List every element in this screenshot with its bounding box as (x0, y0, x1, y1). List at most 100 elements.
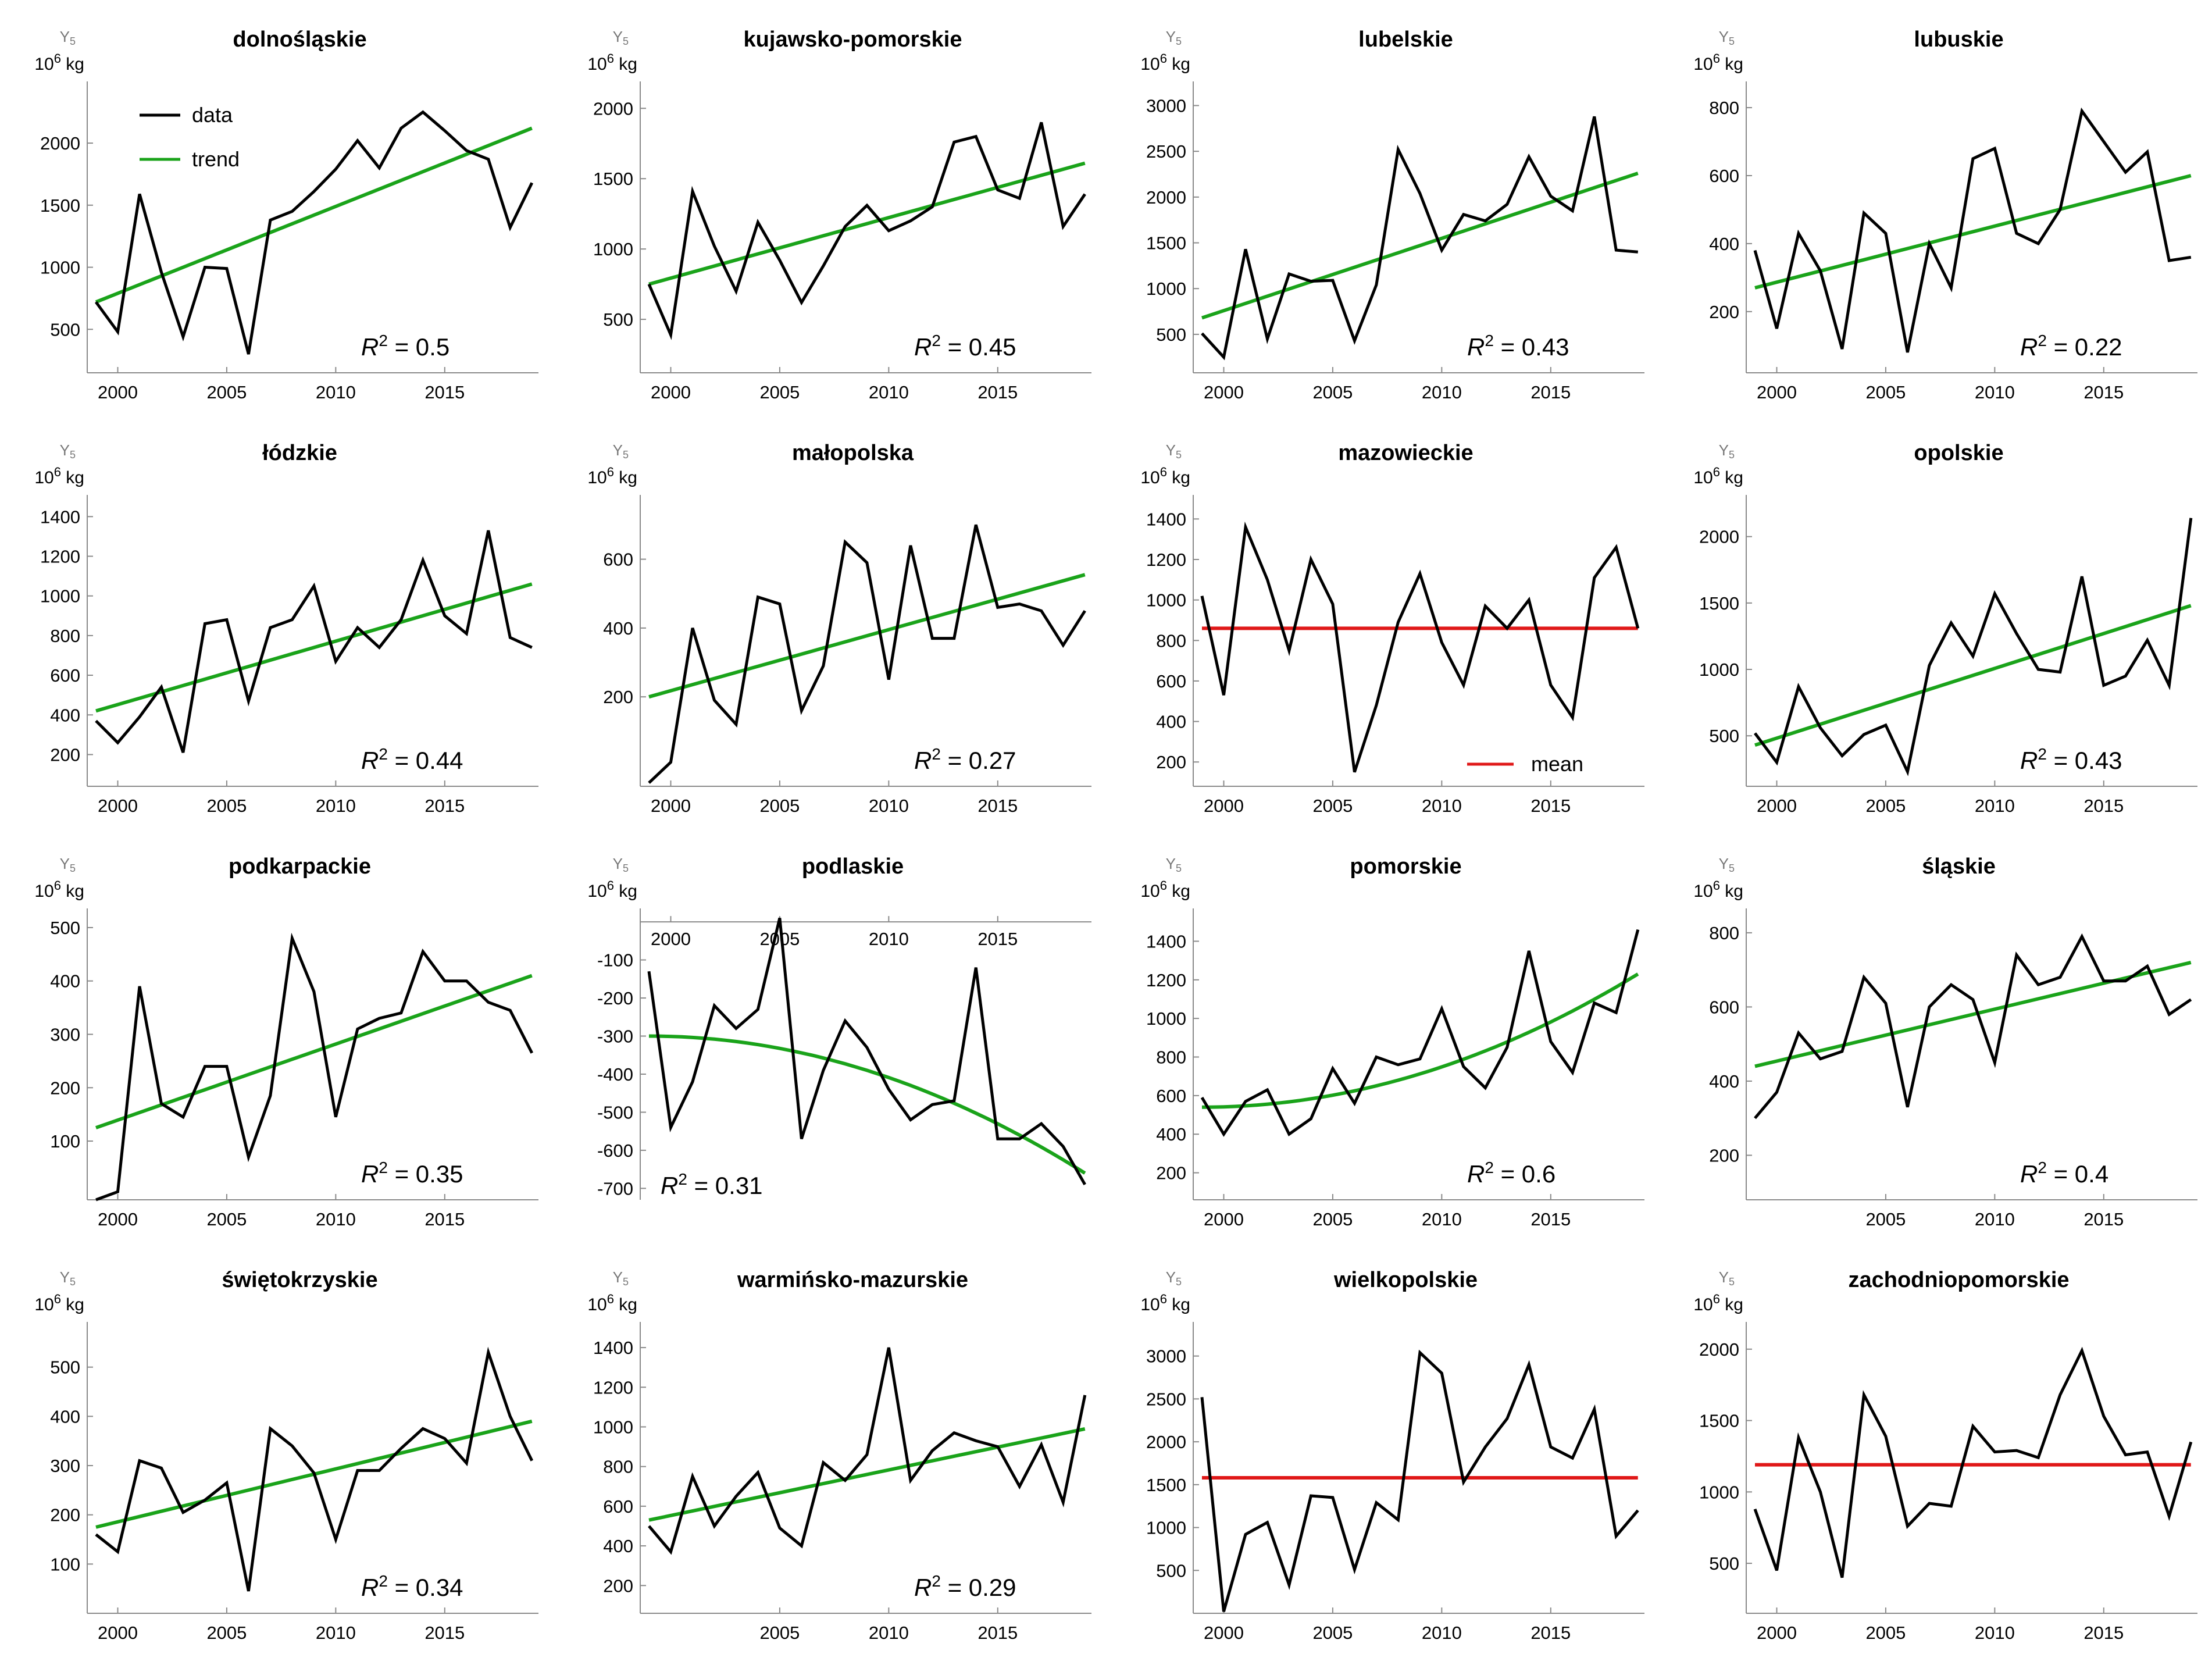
y-tick-label: 1000 (1146, 1518, 1186, 1538)
panel-mazowieckie: mazowieckie Y5 106 kg 200 400 600 800 1000 1200 1… (1140, 441, 1644, 816)
y-tick-label: 600 (1709, 166, 1739, 186)
y-tick-label: 200 (603, 1575, 633, 1596)
y-tick-label: 200 (1156, 752, 1186, 772)
y-tick-label: 800 (1156, 1047, 1186, 1068)
y-symbol-label: Y5 (1166, 28, 1182, 47)
data-series-line (1200, 521, 1640, 773)
y-unit-label: 106 kg (1140, 1292, 1190, 1314)
y-tick-label: 1400 (1146, 509, 1186, 529)
y-unit-label: 106 kg (587, 51, 637, 74)
x-tick-label: 2000 (1757, 796, 1797, 816)
panel-łódzkie: łódzkie Y5 106 kg 200 400 600 800 1000 1200 1400 2… (34, 441, 538, 816)
y-tick-label: 400 (1156, 712, 1186, 732)
panel-title: zachodniopomorskie (1848, 1268, 2069, 1292)
y-tick-label: 200 (50, 1078, 80, 1098)
r-squared-label: R2 = 0.43 (2020, 745, 2122, 774)
y-symbol-label: Y5 (1166, 1268, 1182, 1288)
y-tick-label: 3000 (1146, 95, 1186, 116)
y-unit-label: 106 kg (587, 1292, 637, 1314)
y-unit-label: 106 kg (1140, 465, 1190, 487)
data-series-line (94, 110, 534, 355)
x-tick-label: 2015 (1530, 382, 1571, 402)
y-unit-label: 106 kg (1693, 878, 1743, 901)
y-tick-label: 100 (50, 1131, 80, 1152)
trend-line (648, 1427, 1086, 1522)
trend-curve (648, 1034, 1086, 1175)
y-tick-label: 500 (50, 319, 80, 340)
y-tick-label: 1500 (1146, 1475, 1186, 1495)
panel-dolnośląskie: dolnośląskie Y5 106 kg 500 1000 1500 2000 2000 2… (34, 27, 538, 402)
y-tick-label: 600 (1156, 1086, 1186, 1106)
x-tick-label: 2000 (98, 1209, 138, 1229)
data-series-line (95, 932, 534, 1202)
y-tick-label: 1000 (1146, 590, 1186, 611)
y-tick-label: 400 (1709, 234, 1739, 254)
trend-line (95, 974, 533, 1129)
y-unit-label: 106 kg (1693, 1292, 1743, 1314)
data-series-line (1754, 933, 2192, 1120)
x-tick-label: 2010 (1422, 796, 1462, 816)
y-tick-label: 1500 (1146, 233, 1186, 254)
y-tick-label: 200 (1709, 302, 1739, 322)
y-tick-label: 600 (603, 550, 633, 570)
y-unit-label: 106 kg (1140, 878, 1190, 901)
x-tick-label: 2015 (424, 1623, 465, 1643)
y-tick-label: 500 (1709, 726, 1739, 746)
x-tick-label: 2015 (1530, 1623, 1571, 1643)
y-tick-label: 400 (1156, 1124, 1186, 1145)
r-squared-label: R2 = 0.31 (661, 1170, 763, 1199)
y-tick-label: 1000 (1146, 1008, 1186, 1029)
trend-line (95, 582, 533, 713)
x-tick-label: 2005 (1312, 1623, 1353, 1643)
x-tick-label: 2010 (1422, 382, 1462, 402)
r-squared-label: R2 = 0.45 (914, 331, 1016, 361)
y-symbol-label: Y5 (1719, 855, 1735, 874)
x-tick-label: 2010 (316, 796, 356, 816)
x-tick-label: 2015 (977, 382, 1018, 402)
x-tick-label: 2000 (1757, 382, 1797, 402)
y-symbol-label: Y5 (60, 1268, 76, 1288)
y-symbol-label: Y5 (60, 28, 76, 47)
panel-title: opolskie (1914, 441, 2003, 465)
x-tick-label: 2010 (1975, 382, 2015, 402)
data-series-line (1753, 1346, 2193, 1578)
y-tick-label: 500 (603, 309, 633, 330)
y-tick-label: -100 (597, 950, 633, 971)
x-tick-label: 2010 (869, 382, 909, 402)
y-tick-label: 1200 (40, 546, 80, 566)
y-symbol-label: Y5 (613, 855, 629, 874)
trend-line (648, 161, 1086, 286)
x-tick-label: 2000 (98, 796, 138, 816)
x-tick-label: 2005 (206, 796, 247, 816)
r-squared-label: R2 = 0.4 (2020, 1158, 2108, 1188)
y-tick-label: 400 (603, 618, 633, 639)
panel-title: podlaskie (802, 854, 904, 879)
y-tick-label: 2500 (1146, 1389, 1186, 1409)
y-tick-label: 500 (1156, 1560, 1186, 1581)
legend-data-label: data (192, 103, 233, 127)
panel-podkarpackie: podkarpackie Y5 106 kg 100 200 300 400 500 2000 2… (34, 854, 538, 1229)
x-tick-label: 2010 (316, 1623, 356, 1643)
x-tick-label: 2010 (869, 796, 909, 816)
r-squared-label: R2 = 0.22 (2020, 331, 2122, 361)
x-tick-label: 2005 (206, 1623, 247, 1643)
r-squared-label: R2 = 0.35 (361, 1158, 463, 1188)
y-symbol-label: Y5 (1719, 1268, 1735, 1288)
y-symbol-label: Y5 (1166, 441, 1182, 461)
y-tick-label: 200 (1709, 1145, 1739, 1165)
x-tick-label: 2010 (869, 1623, 909, 1643)
x-tick-label: 2005 (1865, 1209, 1906, 1229)
r-squared-label: R2 = 0.5 (361, 331, 449, 361)
data-series-line (647, 122, 1086, 340)
panel-title: małopolska (792, 441, 914, 465)
x-tick-label: 2000 (651, 929, 691, 949)
y-tick-label: 100 (50, 1554, 80, 1574)
x-tick-label: 2010 (1422, 1623, 1462, 1643)
y-tick-label: 1200 (1146, 970, 1186, 990)
trend-line (1754, 960, 2192, 1068)
y-tick-label: 500 (50, 1357, 80, 1378)
y-tick-label: 200 (50, 1505, 80, 1525)
trend-line (648, 573, 1086, 699)
y-tick-label: 600 (603, 1496, 633, 1517)
x-tick-label: 2015 (1530, 796, 1571, 816)
